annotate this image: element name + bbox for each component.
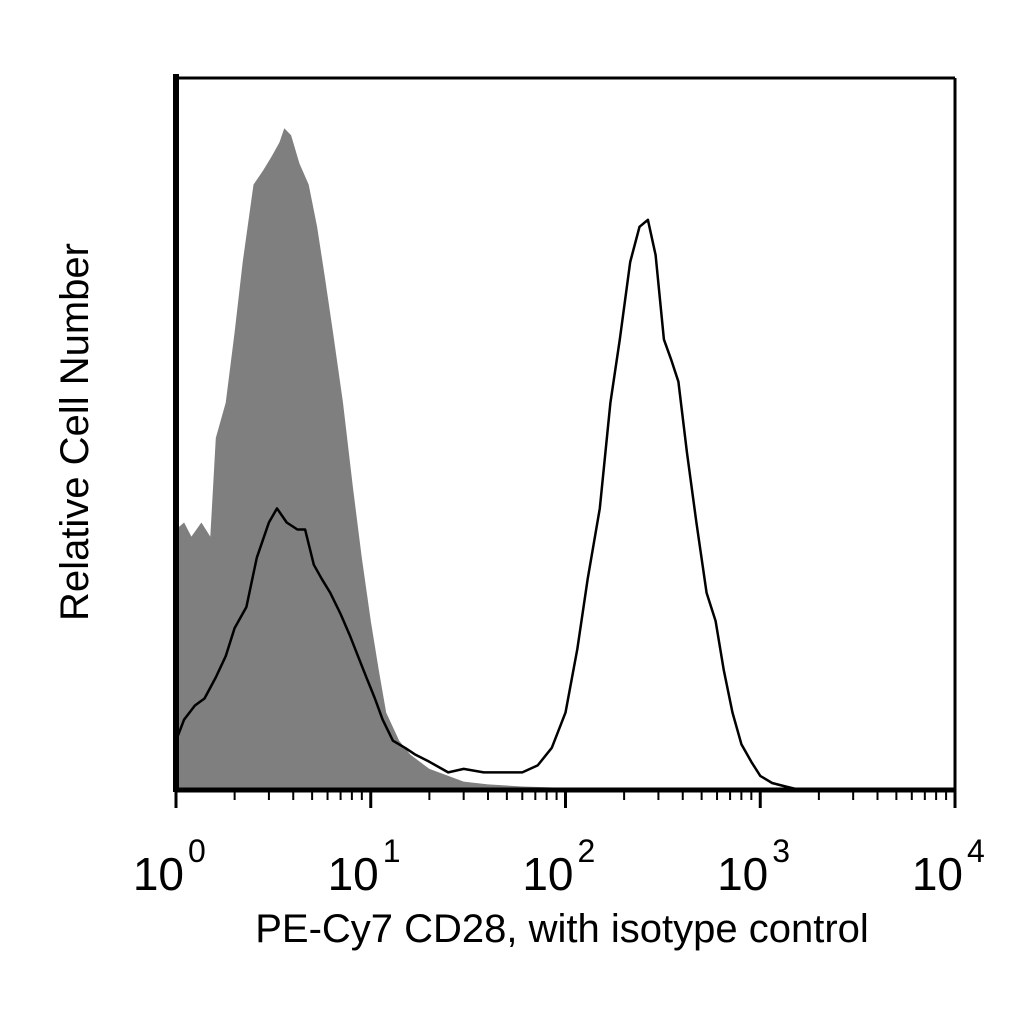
x-tick-label: 10 2 <box>522 833 595 900</box>
x-tick-label: 10 3 <box>717 833 790 900</box>
x-tick-base: 10 <box>133 848 184 900</box>
x-tick-exponent: 3 <box>772 833 790 869</box>
x-tick-exponent: 1 <box>383 833 401 869</box>
series-layer <box>174 128 801 792</box>
x-tick-base: 10 <box>328 848 379 900</box>
series-outline-histogram <box>174 218 801 792</box>
x-axis-label: PE-Cy7 CD28, with isotype control <box>255 907 869 951</box>
x-tick-label: 10 0 <box>133 833 206 900</box>
x-tick-label: 10 4 <box>912 833 985 900</box>
x-tick-exponent: 4 <box>967 833 985 869</box>
x-tick-base: 10 <box>912 848 963 900</box>
x-tick-labels: 10 0 10 1 10 2 10 3 10 4 <box>133 833 985 900</box>
x-tick-exponent: 2 <box>578 833 596 869</box>
axis-layer <box>173 74 957 808</box>
series-filled-histogram <box>176 128 683 790</box>
y-axis-label: Relative Cell Number <box>53 243 97 621</box>
x-tick-exponent: 0 <box>188 833 206 869</box>
x-tick-label: 10 1 <box>328 833 401 900</box>
x-tick-base: 10 <box>522 848 573 900</box>
x-tick-base: 10 <box>717 848 768 900</box>
